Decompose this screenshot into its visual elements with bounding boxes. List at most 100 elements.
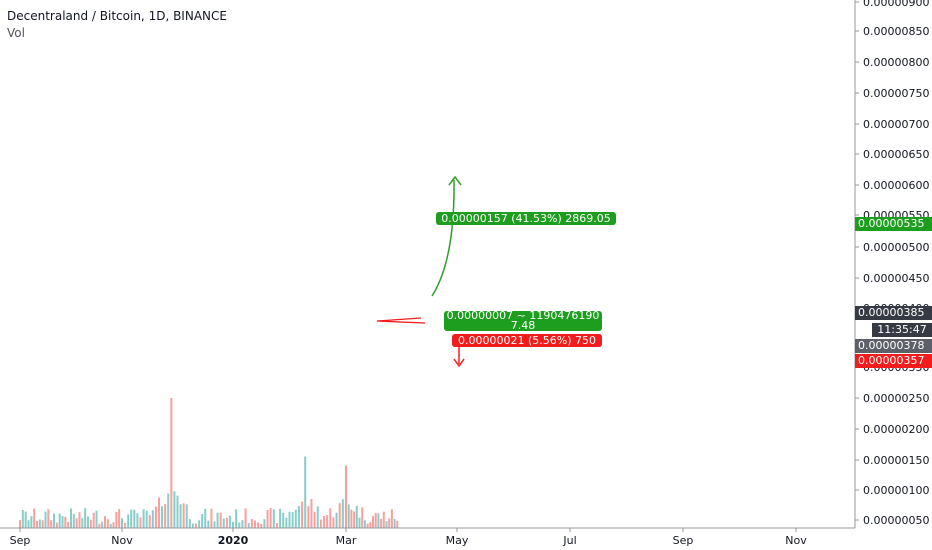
volume-bar (269, 508, 272, 528)
volume-bar (142, 509, 145, 528)
volume-bar (148, 515, 151, 528)
long-position-tool[interactable] (0, 0, 855, 368)
volume-bar (341, 499, 344, 528)
volume-bar (307, 506, 310, 528)
volume-bar (185, 504, 188, 528)
price-tick-label: 0.00000750 (863, 87, 929, 100)
volume-bar (198, 520, 201, 528)
volume-bar (191, 523, 194, 528)
volume-bar (250, 519, 253, 528)
volume-bar (78, 512, 81, 528)
volume-bar (244, 508, 247, 528)
volume-bar (38, 519, 41, 528)
volume-bar (204, 508, 207, 528)
volume-bar (130, 509, 133, 528)
volume-bar (164, 503, 167, 528)
price-tick-label: 0.00000650 (863, 148, 929, 161)
stop-label[interactable]: 0.00000021 (5.56%) 750 (452, 334, 602, 347)
price-tag-stop: 0.00000357 (855, 354, 932, 368)
volume-bar (219, 512, 222, 528)
volume-bar (118, 509, 121, 528)
volume-bar (350, 509, 353, 528)
volume-bar (176, 495, 179, 528)
volume-bar (154, 506, 157, 528)
volume-bar (257, 522, 260, 528)
volume-bar (55, 522, 58, 528)
volume-bar (210, 508, 213, 528)
volume-bar (36, 520, 38, 528)
volume-bar (170, 398, 173, 528)
volume-bar (228, 515, 231, 528)
time-tick-label: Sep (10, 534, 31, 547)
legend-title: Decentraland / Bitcoin, 1D, BINANCE (7, 9, 227, 23)
volume-bar (136, 513, 139, 528)
position-middle-line1: 0.00000007 ~ 1190476190 (446, 309, 600, 322)
time-tick-label: Jul (562, 534, 576, 547)
price-tick-label: 0.00000200 (863, 423, 929, 436)
volume-bar (235, 509, 238, 528)
volume-bar (319, 519, 322, 528)
volume-bars (19, 398, 399, 528)
volume-bar (304, 456, 307, 528)
volume-bar (380, 518, 383, 528)
volume-bar (182, 503, 185, 528)
volume-bar (232, 521, 234, 528)
price-tick-label: 0.00000250 (863, 392, 929, 405)
volume-bar (279, 508, 282, 528)
volume-bar (301, 501, 304, 528)
volume-bar (50, 520, 53, 528)
volume-bar (326, 515, 329, 528)
volume-bar (345, 465, 347, 528)
volume-bar (44, 511, 47, 528)
volume-bar (84, 508, 87, 528)
volume-bar (353, 511, 356, 528)
volume-bar (19, 520, 21, 528)
volume-bar (124, 522, 127, 528)
target-label[interactable]: 0.00000157 (41.53%) 2869.05 (436, 212, 616, 225)
volume-bar (313, 511, 316, 528)
volume-bar (167, 493, 170, 528)
volume-bar (115, 511, 118, 528)
position-middle-line2: 7.48 (510, 319, 536, 332)
volume-bar (207, 520, 210, 528)
volume-bar (282, 512, 285, 528)
volume-bar (158, 497, 160, 528)
volume-bar (291, 512, 294, 528)
volume-bar (361, 507, 364, 528)
volume-bar (179, 504, 182, 528)
volume-bar (127, 514, 130, 528)
price-tick-label: 0.00000600 (863, 179, 929, 192)
volume-bar (201, 513, 204, 528)
volume-bar (27, 520, 30, 528)
volume-bar (213, 521, 216, 528)
volume-bar (316, 506, 319, 528)
price-tick-label: 0.00000450 (863, 272, 929, 285)
volume-bar (121, 518, 123, 528)
volume-bar (355, 505, 358, 528)
volume-bar (329, 508, 332, 528)
volume-bar (21, 509, 24, 528)
volume-bar (396, 520, 399, 528)
volume-bar (53, 513, 55, 528)
volume-bar (109, 523, 112, 528)
volume-bar (104, 516, 106, 528)
volume-bar (363, 520, 366, 528)
volume-bar (222, 518, 225, 528)
position-middle-label[interactable]: 0.00000007 ~ 1190476190 7.48 (444, 309, 602, 332)
target-arrow (431, 179, 455, 297)
time-tick-label: May (446, 534, 469, 547)
volume-bar (260, 523, 263, 528)
price-tick-label: 0.00000850 (863, 25, 929, 38)
volume-bar (47, 509, 50, 528)
volume-bar (393, 518, 396, 528)
volume-bar (374, 512, 377, 528)
volume-bar (372, 516, 374, 528)
price-tag-last: 0.00000385 (855, 306, 932, 320)
legend-vol: Vol (7, 26, 25, 40)
volume-bar (139, 517, 142, 528)
volume-bar (106, 519, 109, 528)
volume-bar (310, 498, 313, 528)
stop-arrowhead (453, 358, 465, 368)
